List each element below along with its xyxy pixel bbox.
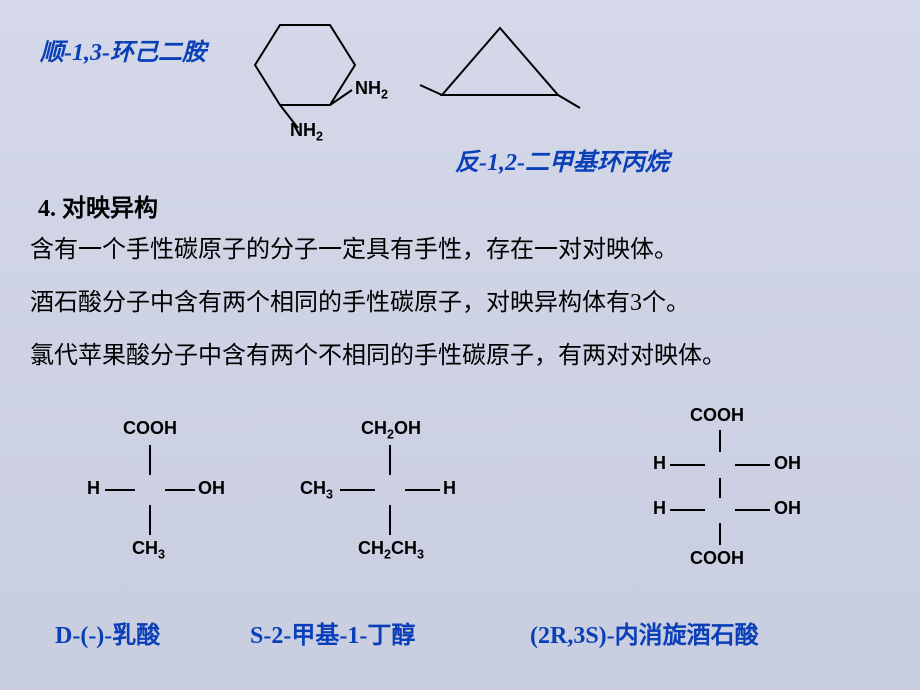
mol1-top: COOH <box>123 418 177 439</box>
body-line-1: 含有一个手性碳原子的分子一定具有手性，存在一对对映体。 <box>30 232 678 268</box>
body-line-2: 酒石酸分子中含有两个相同的手性碳原子，对映异构体有3个。 <box>30 285 690 321</box>
mol1-right: OH <box>198 478 225 499</box>
mol2-top: CH2OH <box>361 418 421 442</box>
mol3-l1-right: OH <box>774 453 801 474</box>
section-4-heading: 4. 对映异构 <box>38 188 158 223</box>
mol1-name: D-(-)-乳酸 <box>55 615 160 650</box>
body-line-3: 氯代苹果酸分子中含有两个不相同的手性碳原子，有两对对映体。 <box>30 338 726 374</box>
mol2-left: CH3 <box>300 478 333 502</box>
mol3-bot: COOH <box>690 548 744 569</box>
mol3-l2-right: OH <box>774 498 801 519</box>
mol3-l1-left: H <box>653 453 666 474</box>
mol2-name: S-2-甲基-1-丁醇 <box>250 615 415 650</box>
mol3-top: COOH <box>690 405 744 426</box>
trans-dimethyl-label: 反-1,2-二甲基环丙烷 <box>455 142 669 177</box>
mol1-left: H <box>87 478 100 499</box>
mol3-l2-left: H <box>653 498 666 519</box>
mol3-name: (2R,3S)-内消旋酒石酸 <box>530 615 759 650</box>
struct-cyclopropane <box>0 0 620 150</box>
mol2-right: H <box>443 478 456 499</box>
mol2-bot: CH2CH3 <box>358 538 424 562</box>
mol1-bot: CH3 <box>132 538 165 562</box>
